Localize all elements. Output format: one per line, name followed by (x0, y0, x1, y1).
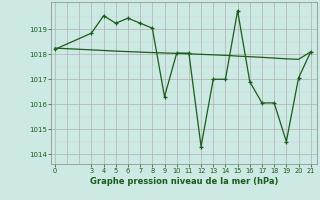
X-axis label: Graphe pression niveau de la mer (hPa): Graphe pression niveau de la mer (hPa) (90, 177, 278, 186)
